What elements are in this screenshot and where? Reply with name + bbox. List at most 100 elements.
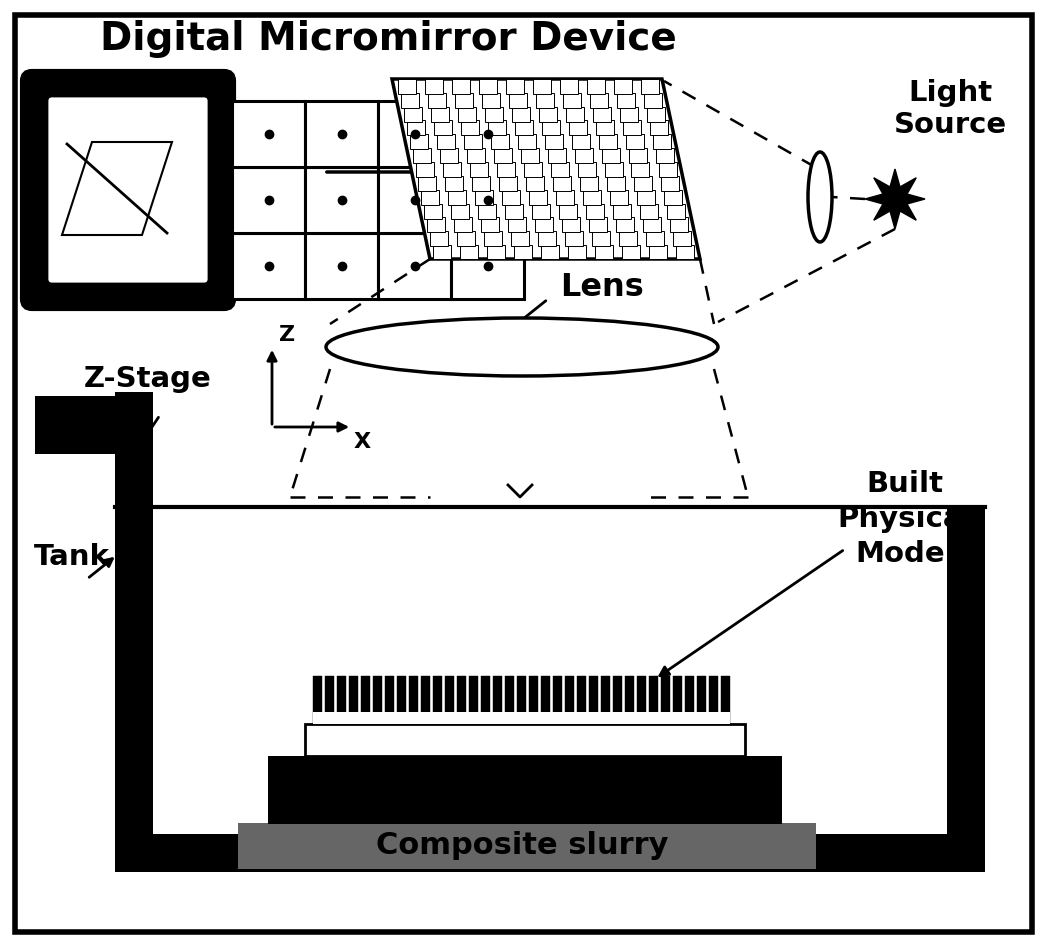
Bar [313, 712, 730, 724]
Bar [385, 676, 394, 724]
Bar [637, 676, 646, 724]
Bar [448, 189, 466, 205]
Bar [524, 162, 541, 177]
Bar [337, 676, 346, 724]
Bar [652, 134, 671, 150]
Bar [554, 176, 572, 191]
Bar [488, 120, 506, 135]
Bar [589, 218, 607, 232]
Bar [460, 245, 478, 260]
Bar [595, 245, 614, 260]
Bar [580, 176, 599, 191]
Text: Tank: Tank [34, 543, 110, 571]
Bar [551, 162, 569, 177]
Bar [35, 396, 150, 454]
Bar [641, 79, 659, 94]
Bar [378, 167, 451, 233]
Bar [493, 676, 502, 724]
Bar [424, 204, 442, 219]
Bar [607, 176, 625, 191]
Bar [481, 676, 490, 724]
Bar [419, 176, 437, 191]
Bar [532, 204, 551, 219]
Bar [538, 231, 556, 246]
Bar [433, 245, 451, 260]
Bar [601, 676, 610, 724]
Bar [511, 231, 529, 246]
Bar [458, 231, 475, 246]
Bar [509, 93, 527, 108]
Bar [506, 79, 524, 94]
Bar [529, 676, 538, 724]
Bar [527, 176, 544, 191]
Bar [451, 167, 524, 233]
Bar [599, 134, 617, 150]
Bar [238, 823, 816, 869]
FancyBboxPatch shape [47, 96, 209, 284]
Bar [493, 148, 512, 163]
Bar [487, 245, 505, 260]
Bar [563, 93, 581, 108]
Bar [478, 79, 497, 94]
Bar [533, 79, 551, 94]
Text: Lens: Lens [560, 272, 644, 302]
Bar [506, 204, 524, 219]
Bar [325, 676, 334, 724]
Bar [626, 134, 644, 150]
Bar [514, 245, 532, 260]
Bar [610, 189, 628, 205]
Bar [456, 676, 466, 724]
Bar [620, 107, 638, 121]
Bar [577, 676, 586, 724]
Bar [544, 134, 562, 150]
Bar [485, 107, 503, 121]
Bar [548, 148, 565, 163]
Bar [589, 93, 608, 108]
Bar [503, 189, 520, 205]
Bar [451, 101, 524, 167]
Bar [421, 676, 430, 724]
Bar [575, 148, 593, 163]
Bar [515, 120, 533, 135]
Bar [475, 189, 493, 205]
Bar [659, 162, 676, 177]
Bar [413, 148, 430, 163]
Ellipse shape [808, 152, 832, 242]
Bar [569, 120, 586, 135]
Bar [478, 204, 496, 219]
Bar [496, 162, 514, 177]
Bar [404, 107, 422, 121]
Bar [416, 162, 433, 177]
Bar [673, 231, 691, 246]
Bar [115, 392, 153, 507]
Bar [440, 148, 458, 163]
Polygon shape [62, 142, 172, 235]
Bar [305, 101, 378, 167]
Bar [602, 148, 620, 163]
Bar [556, 189, 575, 205]
Bar [589, 676, 598, 724]
Bar [401, 93, 419, 108]
Bar [643, 218, 662, 232]
Bar [378, 101, 451, 167]
Bar [676, 245, 694, 260]
Polygon shape [392, 79, 700, 259]
Polygon shape [865, 169, 925, 229]
Ellipse shape [326, 318, 718, 376]
Bar [535, 218, 553, 232]
Bar [425, 79, 443, 94]
Bar [565, 231, 583, 246]
Bar [593, 231, 610, 246]
Bar [305, 233, 378, 299]
Bar [454, 218, 472, 232]
Bar [427, 218, 445, 232]
Text: X: X [354, 432, 371, 452]
Bar [587, 79, 605, 94]
Bar [596, 120, 614, 135]
Bar [505, 676, 514, 724]
Bar [647, 107, 665, 121]
Bar [628, 148, 647, 163]
Bar [623, 120, 641, 135]
Bar [409, 134, 427, 150]
Text: Light
Source: Light Source [893, 79, 1006, 139]
